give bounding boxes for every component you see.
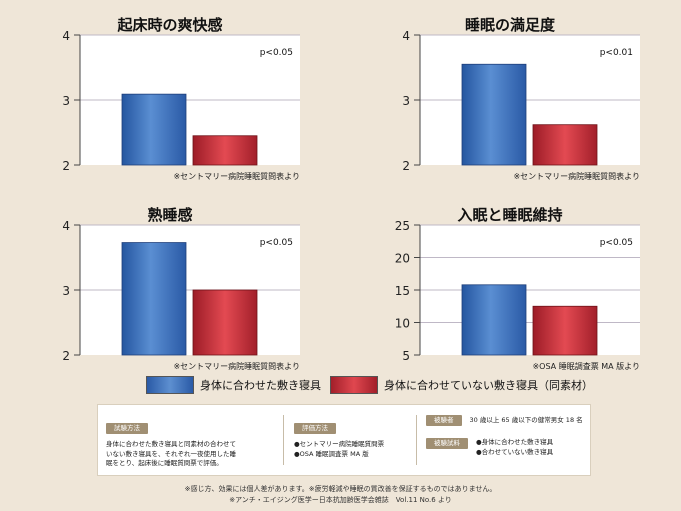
p-value-annotation: p<0.05	[600, 238, 633, 248]
footnote-disclaimer: ※感じ方、効果には個人差があります。※疲労軽減や睡眠の質改善を保証するものではあ…	[184, 485, 497, 493]
bar-series1	[461, 284, 527, 356]
sample-line: ●合わせていない敷き寝具	[476, 447, 554, 456]
p-value-annotation: p<0.05	[260, 238, 293, 248]
p-value-annotation: p<0.05	[260, 48, 293, 58]
method-line: いない敷き寝具を、それぞれ一夜使用した睡	[106, 449, 236, 458]
sample-tag: 被験試料	[426, 438, 468, 449]
subject-text: 30 歳以上 65 歳以下の健常男女 18 名	[469, 415, 583, 424]
eval-tag: 評価方法	[294, 423, 336, 434]
chart-panel-sleep-satisfaction: 睡眠の満足度 2 3 4 p<0.01 ※セントマリー病院睡眠質問表より	[340, 10, 680, 185]
y-tick-label: 2	[402, 159, 410, 173]
chart-svg: 熟睡感 2 3 4 p<0.05 ※セントマリー病院睡眠質問表より	[62, 206, 300, 371]
p-value-annotation: p<0.01	[600, 48, 633, 58]
chart-source: ※セントマリー病院睡眠質問表より	[173, 171, 300, 181]
method-line: 眠をとり、起床後に睡眠質問票で評価。	[106, 459, 223, 467]
chart-panel-sleep-onset-maintenance: 入眠と睡眠維持 5 10 15 20 25 p<0.05 ※OSA 睡眠調査票 MA 版より	[340, 200, 680, 375]
legend-swatch-blue	[146, 376, 194, 394]
y-tick-label: 3	[62, 94, 70, 108]
eval-line: ●セントマリー病院睡眠質問票	[294, 440, 385, 448]
legend-label-series1: 身体に合わせた敷き寝具	[200, 379, 321, 392]
footnote-source: ※アンチ・エイジング医学ー日本抗加齢医学会雑誌 Vol.11 No.6 より	[229, 496, 452, 504]
chart-source: ※OSA 睡眠調査票 MA 版より	[532, 361, 640, 371]
chart-source: ※セントマリー病院睡眠質問表より	[513, 171, 640, 181]
chart-title: 熟睡感	[147, 206, 192, 224]
eval-column: 評価方法 ●セントマリー病院睡眠質問票 ●OSA 睡眠調査票 MA 版	[294, 415, 414, 459]
bar-series2	[532, 124, 598, 166]
y-tick-label: 2	[62, 349, 70, 363]
bar-series2	[532, 305, 598, 356]
subject-column: 被験者 30 歳以上 65 歳以下の健常男女 18 名 被験試料 ●身体に合わせ…	[426, 415, 586, 457]
bar-series1	[121, 242, 187, 356]
method-tag: 試験方法	[106, 423, 148, 434]
y-tick-label: 10	[395, 317, 410, 331]
chart-svg: 起床時の爽快感 2 3 4 p<0.05 ※セントマリー病院睡眠質問表より	[62, 16, 300, 181]
sample-text: ●身体に合わせた敷き寝具 ●合わせていない敷き寝具	[476, 438, 553, 457]
chart-title: 睡眠の満足度	[465, 16, 556, 34]
eval-text: ●セントマリー病院睡眠質問票 ●OSA 睡眠調査票 MA 版	[294, 440, 414, 459]
bar-series1	[121, 93, 187, 166]
legend-item-series2: 身体に合わせていない敷き寝具（同素材）	[330, 376, 593, 394]
divider	[416, 415, 417, 465]
legend-swatch-red	[330, 376, 378, 394]
legend: 身体に合わせた敷き寝具 身体に合わせていない敷き寝具（同素材）	[0, 376, 681, 396]
y-tick-label: 4	[402, 29, 410, 43]
eval-line: ●OSA 睡眠調査票 MA 版	[294, 449, 369, 458]
y-tick-label: 3	[402, 94, 410, 108]
subject-tag: 被験者	[426, 415, 462, 426]
chart-panel-deep-sleep: 熟睡感 2 3 4 p<0.05 ※セントマリー病院睡眠質問表より	[0, 200, 340, 375]
y-tick-label: 20	[395, 252, 410, 266]
bar-series2	[192, 135, 258, 166]
chart-title: 入眠と睡眠維持	[457, 206, 562, 224]
divider	[283, 415, 284, 465]
legend-label-series2: 身体に合わせていない敷き寝具（同素材）	[384, 379, 593, 392]
y-tick-label: 15	[395, 284, 410, 298]
chart-svg: 睡眠の満足度 2 3 4 p<0.01 ※セントマリー病院睡眠質問表より	[402, 16, 640, 181]
y-tick-label: 3	[62, 284, 70, 298]
legend-item-series1: 身体に合わせた敷き寝具	[146, 376, 321, 394]
y-tick-label: 4	[62, 219, 70, 233]
method-column: 試験方法 身体に合わせた敷き寝具と同素材の合わせて いない敷き寝具を、それぞれ一…	[106, 415, 274, 469]
sample-line: ●身体に合わせた敷き寝具	[476, 438, 554, 446]
method-line: 身体に合わせた敷き寝具と同素材の合わせて	[106, 440, 236, 448]
chart-panel-wake-refreshment: 起床時の爽快感 2 3 4 p<0.05 ※セントマリー病院睡眠質問表より	[0, 10, 340, 185]
y-tick-label: 25	[395, 219, 410, 233]
chart-svg: 入眠と睡眠維持 5 10 15 20 25 p<0.05 ※OSA 睡眠調査票 MA 版より	[395, 206, 640, 371]
chart-title: 起床時の爽快感	[116, 16, 222, 34]
bar-series1	[461, 63, 527, 166]
method-text: 身体に合わせた敷き寝具と同素材の合わせて いない敷き寝具を、それぞれ一夜使用した…	[106, 440, 274, 469]
y-tick-label: 5	[402, 349, 410, 363]
y-tick-label: 4	[62, 29, 70, 43]
study-info-box: 試験方法 身体に合わせた敷き寝具と同素材の合わせて いない敷き寝具を、それぞれ一…	[97, 404, 591, 476]
y-tick-label: 2	[62, 159, 70, 173]
bar-series2	[192, 289, 258, 356]
chart-source: ※セントマリー病院睡眠質問表より	[173, 361, 300, 371]
